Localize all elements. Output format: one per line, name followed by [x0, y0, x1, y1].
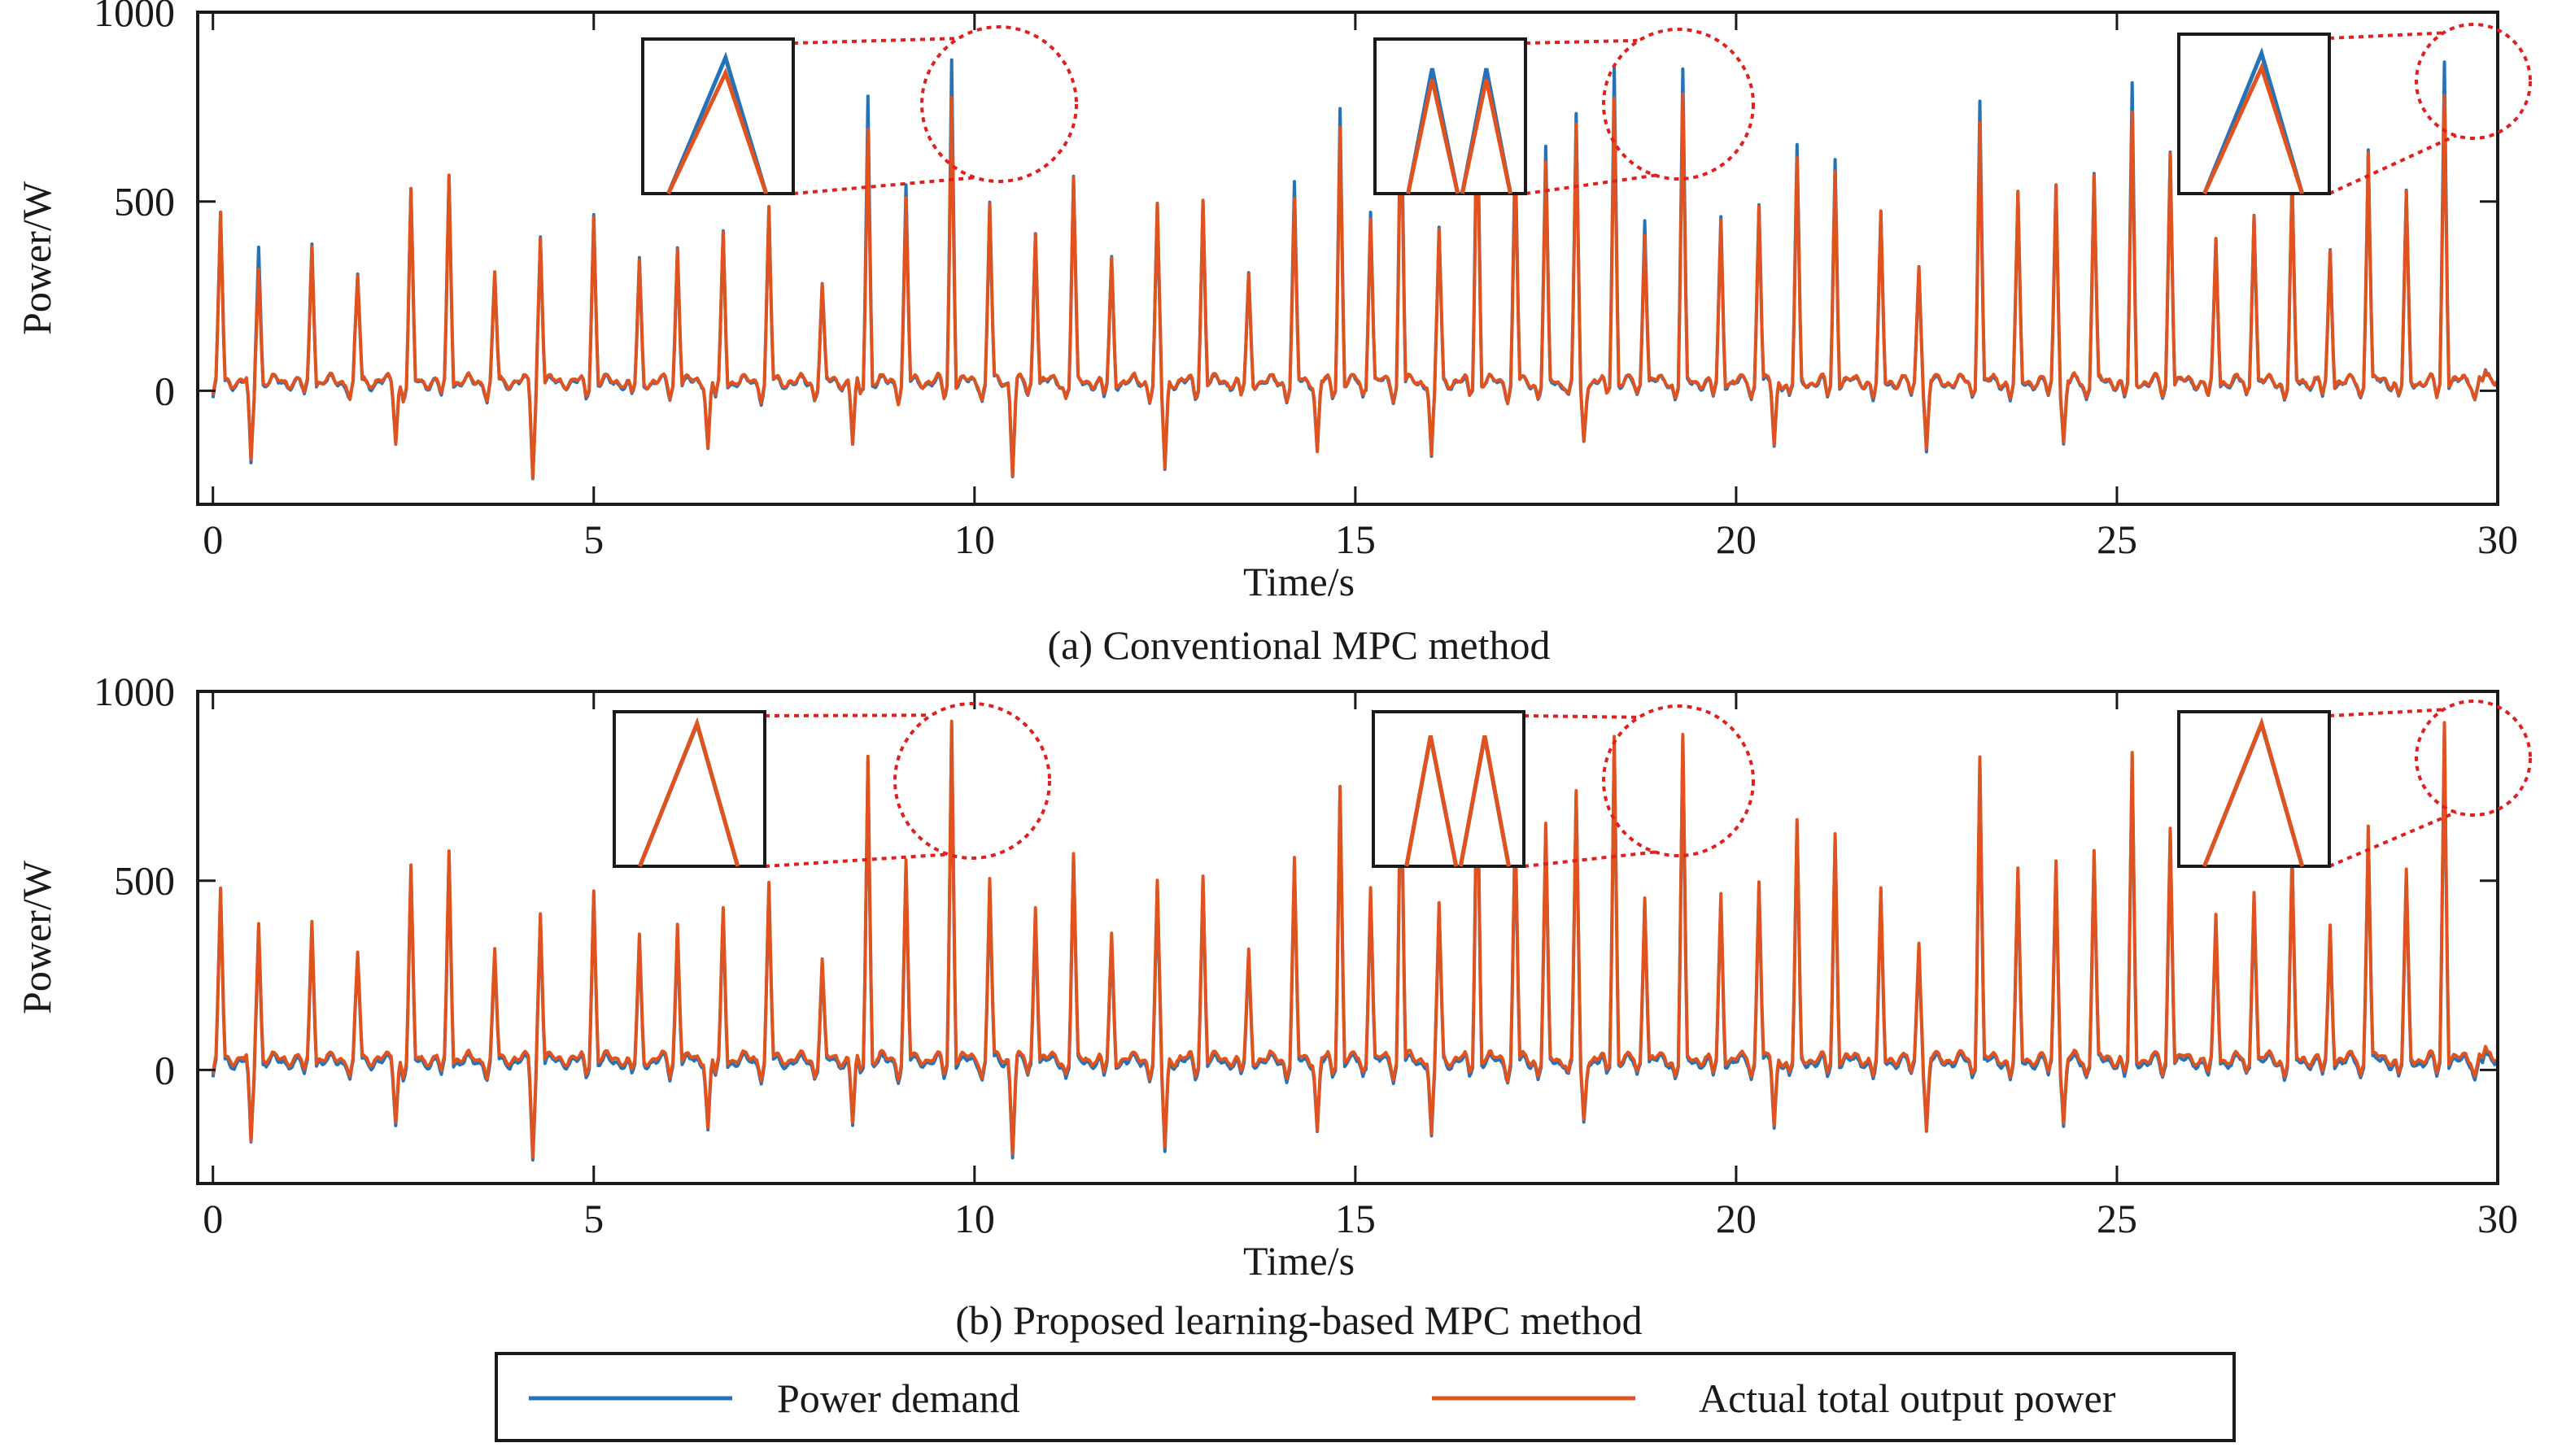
zoom-peak-actual-output	[1406, 78, 1460, 194]
panel-b-learning-mpc: 0 5 10 15 20 25 30 0 500 1000 Time/s Power/W (b) Pro…	[14, 669, 2532, 1343]
axes-frame	[196, 11, 2499, 506]
zoom-connector	[2328, 708, 2442, 717]
x-tick-label: 15	[1335, 1196, 1376, 1241]
zoom-connector	[792, 37, 957, 45]
zoom-box	[1372, 710, 1525, 868]
panel-a-conventional-mpc: 0 5 10 15 20 25 30 0 500 1000 Time/s Power/W (a) Con…	[14, 0, 2532, 668]
zoom-circle	[893, 702, 1051, 860]
y-axis-label: Power/W	[14, 860, 59, 1014]
zoom-inset	[2177, 23, 2532, 195]
series-line-power-demand	[211, 58, 2499, 481]
zoom-inset	[1372, 704, 1755, 868]
zoom-box	[613, 710, 766, 868]
zoom-peak-actual-output	[1460, 78, 1512, 194]
axes-frame	[196, 690, 2499, 1185]
zoom-peak-actual-output	[1404, 735, 1459, 867]
x-tick-label: 30	[2477, 517, 2518, 562]
zoom-peak-actual-output	[638, 717, 740, 867]
zoom-circle	[2415, 700, 2532, 817]
x-axis-label: Time/s	[1243, 1238, 1355, 1284]
zoom-circle	[2415, 23, 2532, 140]
y-tick-label: 0	[155, 1047, 175, 1092]
zoom-circle	[1602, 28, 1755, 181]
series-line-power-demand	[211, 725, 2499, 1162]
x-tick-label: 0	[203, 1196, 223, 1241]
panel-caption: (a) Conventional MPC method	[1048, 622, 1551, 668]
zoom-box	[641, 37, 795, 195]
zoom-circle	[1602, 704, 1755, 857]
zoom-inset	[613, 702, 1051, 868]
zoom-circle	[920, 25, 1078, 183]
legend: Power demand Actual total output power	[495, 1352, 2236, 1442]
zoom-connector	[2328, 133, 2457, 195]
y-tick-label: 1000	[94, 0, 175, 35]
zoom-box	[2177, 710, 2331, 868]
panel-caption: (b) Proposed learning-based MPC method	[955, 1297, 1642, 1343]
x-tick-label: 20	[1716, 1196, 1757, 1241]
zoom-peak-actual-output	[666, 68, 769, 195]
zoom-connector	[1525, 173, 1656, 195]
x-tick-label: 25	[2097, 1196, 2137, 1241]
y-tick-label: 500	[114, 858, 175, 904]
x-tick-label: 20	[1716, 517, 1757, 562]
series-line-actual-output	[211, 719, 2499, 1159]
zoom-connector	[2328, 810, 2457, 868]
zoom-inset	[2177, 700, 2532, 868]
y-axis-label: Power/W	[14, 181, 59, 335]
x-tick-label: 25	[2097, 517, 2137, 562]
x-axis-label: Time/s	[1243, 559, 1355, 604]
zoom-connector	[1523, 850, 1656, 868]
y-tick-label: 1000	[94, 669, 175, 714]
zoom-connector	[2328, 31, 2442, 40]
x-tick-label: 5	[583, 517, 604, 562]
series-line-actual-output	[211, 92, 2499, 480]
zoom-peak-actual-output	[2202, 717, 2305, 867]
x-tick-label: 30	[2477, 1196, 2518, 1241]
zoom-connector	[764, 852, 949, 868]
x-tick-label: 15	[1335, 517, 1376, 562]
y-tick-label: 500	[114, 179, 175, 225]
zoom-inset	[1373, 28, 1755, 195]
x-tick-label: 10	[954, 1196, 995, 1241]
zoom-box	[1373, 37, 1527, 195]
zoom-inset	[641, 25, 1078, 195]
zoom-connector	[1525, 38, 1638, 45]
y-tick-label: 0	[155, 368, 175, 413]
legend-box	[495, 1352, 2236, 1442]
x-tick-label: 5	[583, 1196, 604, 1241]
zoom-box	[2177, 33, 2331, 195]
zoom-connector	[792, 176, 976, 195]
legend-label-power-demand: Power demand	[777, 1375, 1020, 1421]
zoom-peak-actual-output	[2202, 62, 2305, 195]
legend-label-actual-output: Actual total output power	[1699, 1375, 2116, 1421]
zoom-connector	[1523, 714, 1638, 719]
x-tick-label: 0	[203, 517, 223, 562]
zoom-connector	[764, 713, 930, 717]
zoom-peak-actual-output	[1458, 735, 1511, 867]
x-tick-label: 10	[954, 517, 995, 562]
